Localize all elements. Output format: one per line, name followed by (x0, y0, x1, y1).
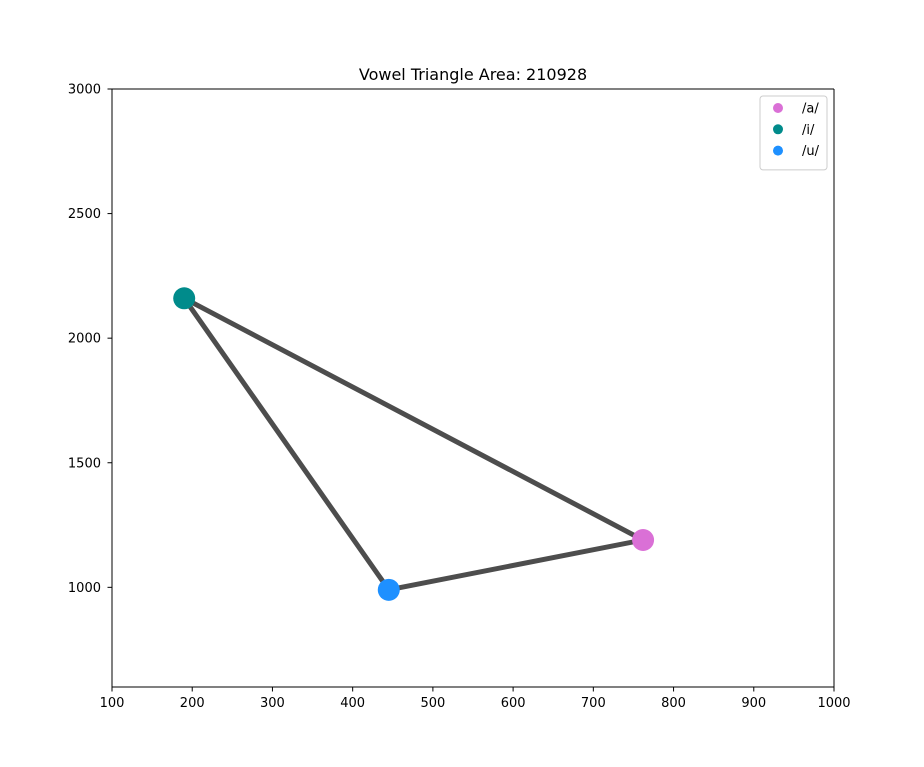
x-tick-label: 1000 (817, 696, 850, 711)
legend-marker (773, 124, 783, 135)
vowel-point (632, 528, 655, 551)
legend-label: /i/ (802, 123, 815, 138)
legend: /a/ /i/ /u/ (759, 95, 828, 171)
plot-background (112, 89, 834, 687)
y-tick-label: 1000 (68, 581, 101, 596)
vowel-point (173, 287, 196, 310)
x-tick-label: 400 (340, 696, 365, 711)
x-tick-label: 300 (260, 696, 285, 711)
x-tick-label: 600 (501, 696, 526, 711)
legend-label: /u/ (802, 144, 820, 159)
legend-marker (773, 103, 783, 113)
x-tick-label: 700 (581, 696, 606, 711)
x-tick-label: 200 (180, 696, 205, 711)
triangle-edge (386, 537, 646, 593)
legend-marker (773, 145, 783, 156)
triangle-edge (181, 295, 392, 593)
chart-title: Vowel Triangle Area: 210928 (359, 65, 587, 84)
triangle-lines (181, 295, 646, 593)
ticks: 100 200 300 400 500 600 700 800 900 1000 1000 1500 2… (68, 83, 851, 712)
triangle-edge (181, 295, 646, 543)
x-tick-label: 500 (420, 696, 445, 711)
x-tick-label: 800 (661, 696, 686, 711)
vowel-point (377, 578, 400, 601)
y-tick-label: 2000 (68, 332, 101, 347)
legend-label: /a/ (802, 102, 819, 117)
y-tick-label: 3000 (68, 83, 101, 98)
x-tick-label: 100 (100, 696, 125, 711)
y-tick-label: 2500 (68, 207, 101, 222)
x-tick-label: 900 (741, 696, 766, 711)
data-points (173, 287, 655, 601)
y-tick-label: 1500 (68, 456, 101, 471)
plot-area (112, 89, 834, 687)
